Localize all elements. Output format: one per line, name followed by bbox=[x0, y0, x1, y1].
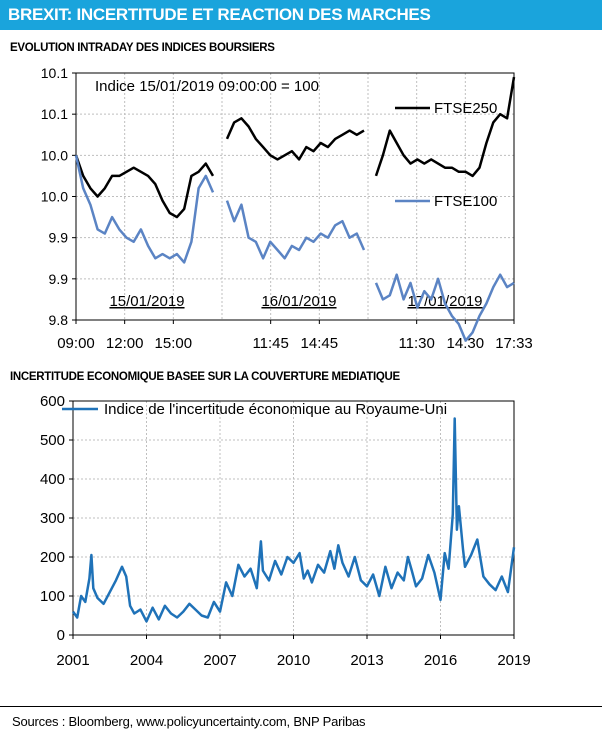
chart1-annotation: Indice 15/01/2019 09:00:00 = 100 bbox=[95, 78, 319, 95]
chart2-x-tick-label: 2001 bbox=[56, 652, 89, 669]
chart2-plot-frame bbox=[72, 400, 515, 636]
chart1-x-tick-label: 11:45 bbox=[252, 335, 288, 352]
chart2-x-tick-label: 2019 bbox=[497, 652, 530, 669]
chart1-y-tick-label: 10.0 bbox=[41, 147, 68, 163]
chart1-series-ftse100-segment bbox=[374, 273, 515, 342]
chart1-y-tick-label: 9.8 bbox=[49, 312, 69, 328]
chart1-y-tick-label: 9.9 bbox=[49, 271, 69, 287]
chart1-series-ftse250-segment bbox=[225, 117, 365, 161]
footer-divider bbox=[0, 706, 602, 707]
chart2-uncertainty-index: 0 100 200 300 400 500 600 2001 2004 2007 2010 2013 2… bbox=[40, 393, 531, 669]
header-banner: BREXIT: INCERTITUDE ET REACTION DES MARC… bbox=[0, 0, 602, 30]
chart1-x-tick-label: 17:33 bbox=[495, 335, 533, 352]
chart1-day-label: 16/01/2019 bbox=[261, 293, 336, 310]
page-title: BREXIT: INCERTITUDE ET REACTION DES MARC… bbox=[8, 5, 431, 24]
chart2-y-tick-label: 400 bbox=[40, 471, 65, 488]
chart1-legend-label: FTSE100 bbox=[434, 193, 497, 210]
chart1-plot-frame bbox=[75, 72, 515, 321]
chart2-legend-label: Indice de l'incertitude économique au Ro… bbox=[104, 401, 447, 418]
chart1-x-tick-label: 09:00 bbox=[57, 335, 95, 352]
chart1-series-ftse250-segment bbox=[374, 76, 516, 178]
chart2-x-tick-label: 2013 bbox=[350, 652, 383, 669]
chart1-series-ftse250-segment bbox=[74, 154, 215, 219]
chart2-y-tick-label: 0 bbox=[57, 627, 65, 644]
chart1-x-tick-label: 11:30 bbox=[398, 335, 434, 352]
chart1-series-ftse100-segment bbox=[74, 155, 215, 264]
chart2-x-tick-label: 2007 bbox=[203, 652, 236, 669]
chart2-x-tick-label: 2016 bbox=[424, 652, 457, 669]
chart2-y-tick-label: 300 bbox=[40, 510, 65, 527]
chart1-legend-label: FTSE250 bbox=[434, 100, 497, 117]
chart2-series-uk-uncertainty bbox=[71, 417, 516, 623]
chart2-y-tick-label: 500 bbox=[40, 432, 65, 449]
chart1-x-tick-label: 12:00 bbox=[106, 335, 144, 352]
chart2-title: INCERTITUDE ECONOMIQUE BASEE SUR LA COUV… bbox=[10, 371, 400, 383]
sources-note: Sources : Bloomberg, www.policyuncertain… bbox=[12, 714, 366, 729]
chart1-x-tick-label: 14:30 bbox=[447, 335, 485, 352]
chart1-intraday-indices: 10.1 10.1 10.0 10.0 9.9 9.9 9.8 09:00 12:00 15:00… bbox=[41, 65, 533, 352]
chart1-day-label: 15/01/2019 bbox=[109, 293, 184, 310]
chart1-y-tick-label: 10.1 bbox=[41, 106, 68, 122]
chart1-series-ftse100-segment bbox=[225, 200, 366, 260]
chart1-title: EVOLUTION INTRADAY DES INDICES BOURSIERS bbox=[10, 42, 275, 54]
chart1-x-tick-label: 15:00 bbox=[155, 335, 193, 352]
chart1-y-tick-label: 10.0 bbox=[41, 189, 68, 205]
chart1-y-tick-label: 9.9 bbox=[49, 230, 69, 246]
chart2-x-tick-label: 2010 bbox=[277, 652, 310, 669]
chart2-y-tick-label: 600 bbox=[40, 393, 65, 410]
chart1-y-tick-label: 10.1 bbox=[41, 65, 68, 81]
chart2-y-tick-label: 200 bbox=[40, 549, 65, 566]
chart2-y-tick-label: 100 bbox=[40, 588, 65, 605]
chart2-x-tick-label: 2004 bbox=[130, 652, 163, 669]
chart1-x-tick-label: 14:45 bbox=[301, 335, 339, 352]
